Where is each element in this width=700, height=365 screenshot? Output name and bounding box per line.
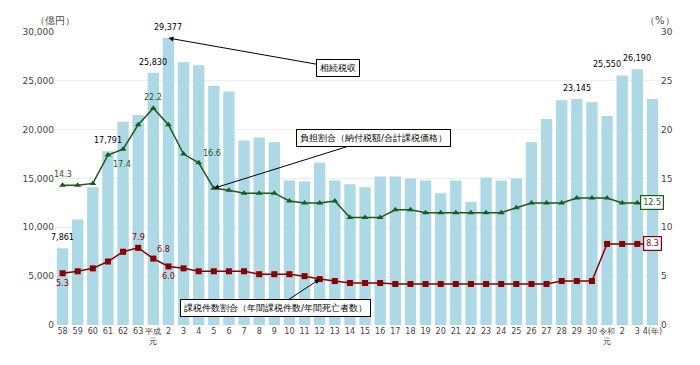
svg-text:14: 14: [345, 327, 355, 336]
svg-text:5: 5: [211, 327, 216, 336]
svg-text:63: 63: [133, 327, 143, 336]
svg-text:2: 2: [620, 327, 625, 336]
svg-text:28: 28: [557, 327, 567, 336]
svg-text:15,000: 15,000: [23, 174, 55, 184]
svg-text:25,000: 25,000: [23, 76, 55, 86]
svg-text:令和元: 令和元: [599, 327, 615, 346]
svg-text:23: 23: [481, 327, 491, 336]
svg-text:29: 29: [572, 327, 582, 336]
svg-text:（億円）: （億円）: [35, 15, 75, 26]
svg-text:16: 16: [375, 327, 385, 336]
svg-text:30,000: 30,000: [23, 27, 55, 37]
svg-text:20: 20: [436, 327, 446, 336]
svg-text:13: 13: [330, 327, 340, 336]
svg-text:2: 2: [166, 327, 171, 336]
svg-text:23,145: 23,145: [563, 84, 591, 93]
svg-text:17,791: 17,791: [94, 136, 122, 145]
svg-text:5.3: 5.3: [56, 279, 69, 288]
svg-text:平成元: 平成元: [145, 327, 161, 346]
svg-text:9: 9: [272, 327, 277, 336]
svg-text:25: 25: [511, 327, 521, 336]
svg-text:25,550: 25,550: [593, 60, 621, 69]
svg-text:19: 19: [420, 327, 430, 336]
svg-text:12: 12: [315, 327, 325, 336]
svg-text:8: 8: [257, 327, 262, 336]
svg-text:22.2: 22.2: [144, 93, 162, 102]
svg-text:25,830: 25,830: [139, 58, 167, 67]
svg-text:10: 10: [284, 327, 294, 336]
svg-text:15: 15: [661, 174, 672, 184]
svg-text:58: 58: [57, 327, 67, 336]
svg-text:4(年): 4(年): [643, 327, 662, 336]
svg-text:0: 0: [48, 320, 54, 330]
svg-text:22: 22: [466, 327, 476, 336]
svg-text:5,000: 5,000: [28, 271, 54, 281]
svg-text:30: 30: [661, 27, 673, 37]
svg-text:26: 26: [526, 327, 536, 336]
svg-text:60: 60: [88, 327, 98, 336]
svg-text:負担割合（納付税額/合計課税価格）: 負担割合（納付税額/合計課税価格）: [300, 133, 447, 143]
svg-text:相続税収: 相続税収: [320, 63, 356, 73]
svg-text:21: 21: [451, 327, 461, 336]
svg-text:25: 25: [661, 76, 672, 86]
svg-text:62: 62: [118, 327, 128, 336]
svg-text:30: 30: [587, 327, 597, 336]
svg-text:3: 3: [635, 327, 640, 336]
svg-text:3: 3: [181, 327, 186, 336]
svg-text:6: 6: [226, 327, 231, 336]
svg-text:12.5: 12.5: [643, 198, 661, 207]
svg-text:17.4: 17.4: [113, 160, 131, 169]
svg-text:11: 11: [299, 327, 309, 336]
svg-text:8.3: 8.3: [646, 239, 659, 248]
svg-text:4: 4: [196, 327, 201, 336]
svg-text:61: 61: [103, 327, 113, 336]
svg-text:7,861: 7,861: [51, 233, 74, 242]
svg-text:18: 18: [405, 327, 415, 336]
svg-text:（%）: （%）: [645, 15, 675, 26]
svg-text:16.6: 16.6: [203, 149, 221, 158]
svg-text:59: 59: [73, 327, 83, 336]
svg-text:26,190: 26,190: [623, 54, 651, 63]
svg-text:0: 0: [661, 320, 667, 330]
svg-text:27: 27: [541, 327, 551, 336]
svg-text:29,377: 29,377: [154, 23, 182, 32]
svg-text:14.3: 14.3: [54, 170, 72, 179]
svg-text:7.9: 7.9: [132, 233, 145, 242]
svg-text:10: 10: [661, 222, 673, 232]
svg-text:20: 20: [661, 125, 673, 135]
svg-text:6.8: 6.8: [157, 245, 170, 254]
svg-text:5: 5: [661, 271, 667, 281]
svg-text:24: 24: [496, 327, 506, 336]
svg-text:17: 17: [390, 327, 400, 336]
svg-text:20,000: 20,000: [23, 125, 55, 135]
svg-text:課税件数割合（年間課税件数/年間死亡者数）: 課税件数割合（年間課税件数/年間死亡者数）: [184, 303, 367, 313]
svg-text:6.0: 6.0: [162, 272, 175, 281]
svg-text:7: 7: [242, 327, 247, 336]
svg-text:10,000: 10,000: [23, 222, 55, 232]
svg-text:15: 15: [360, 327, 370, 336]
